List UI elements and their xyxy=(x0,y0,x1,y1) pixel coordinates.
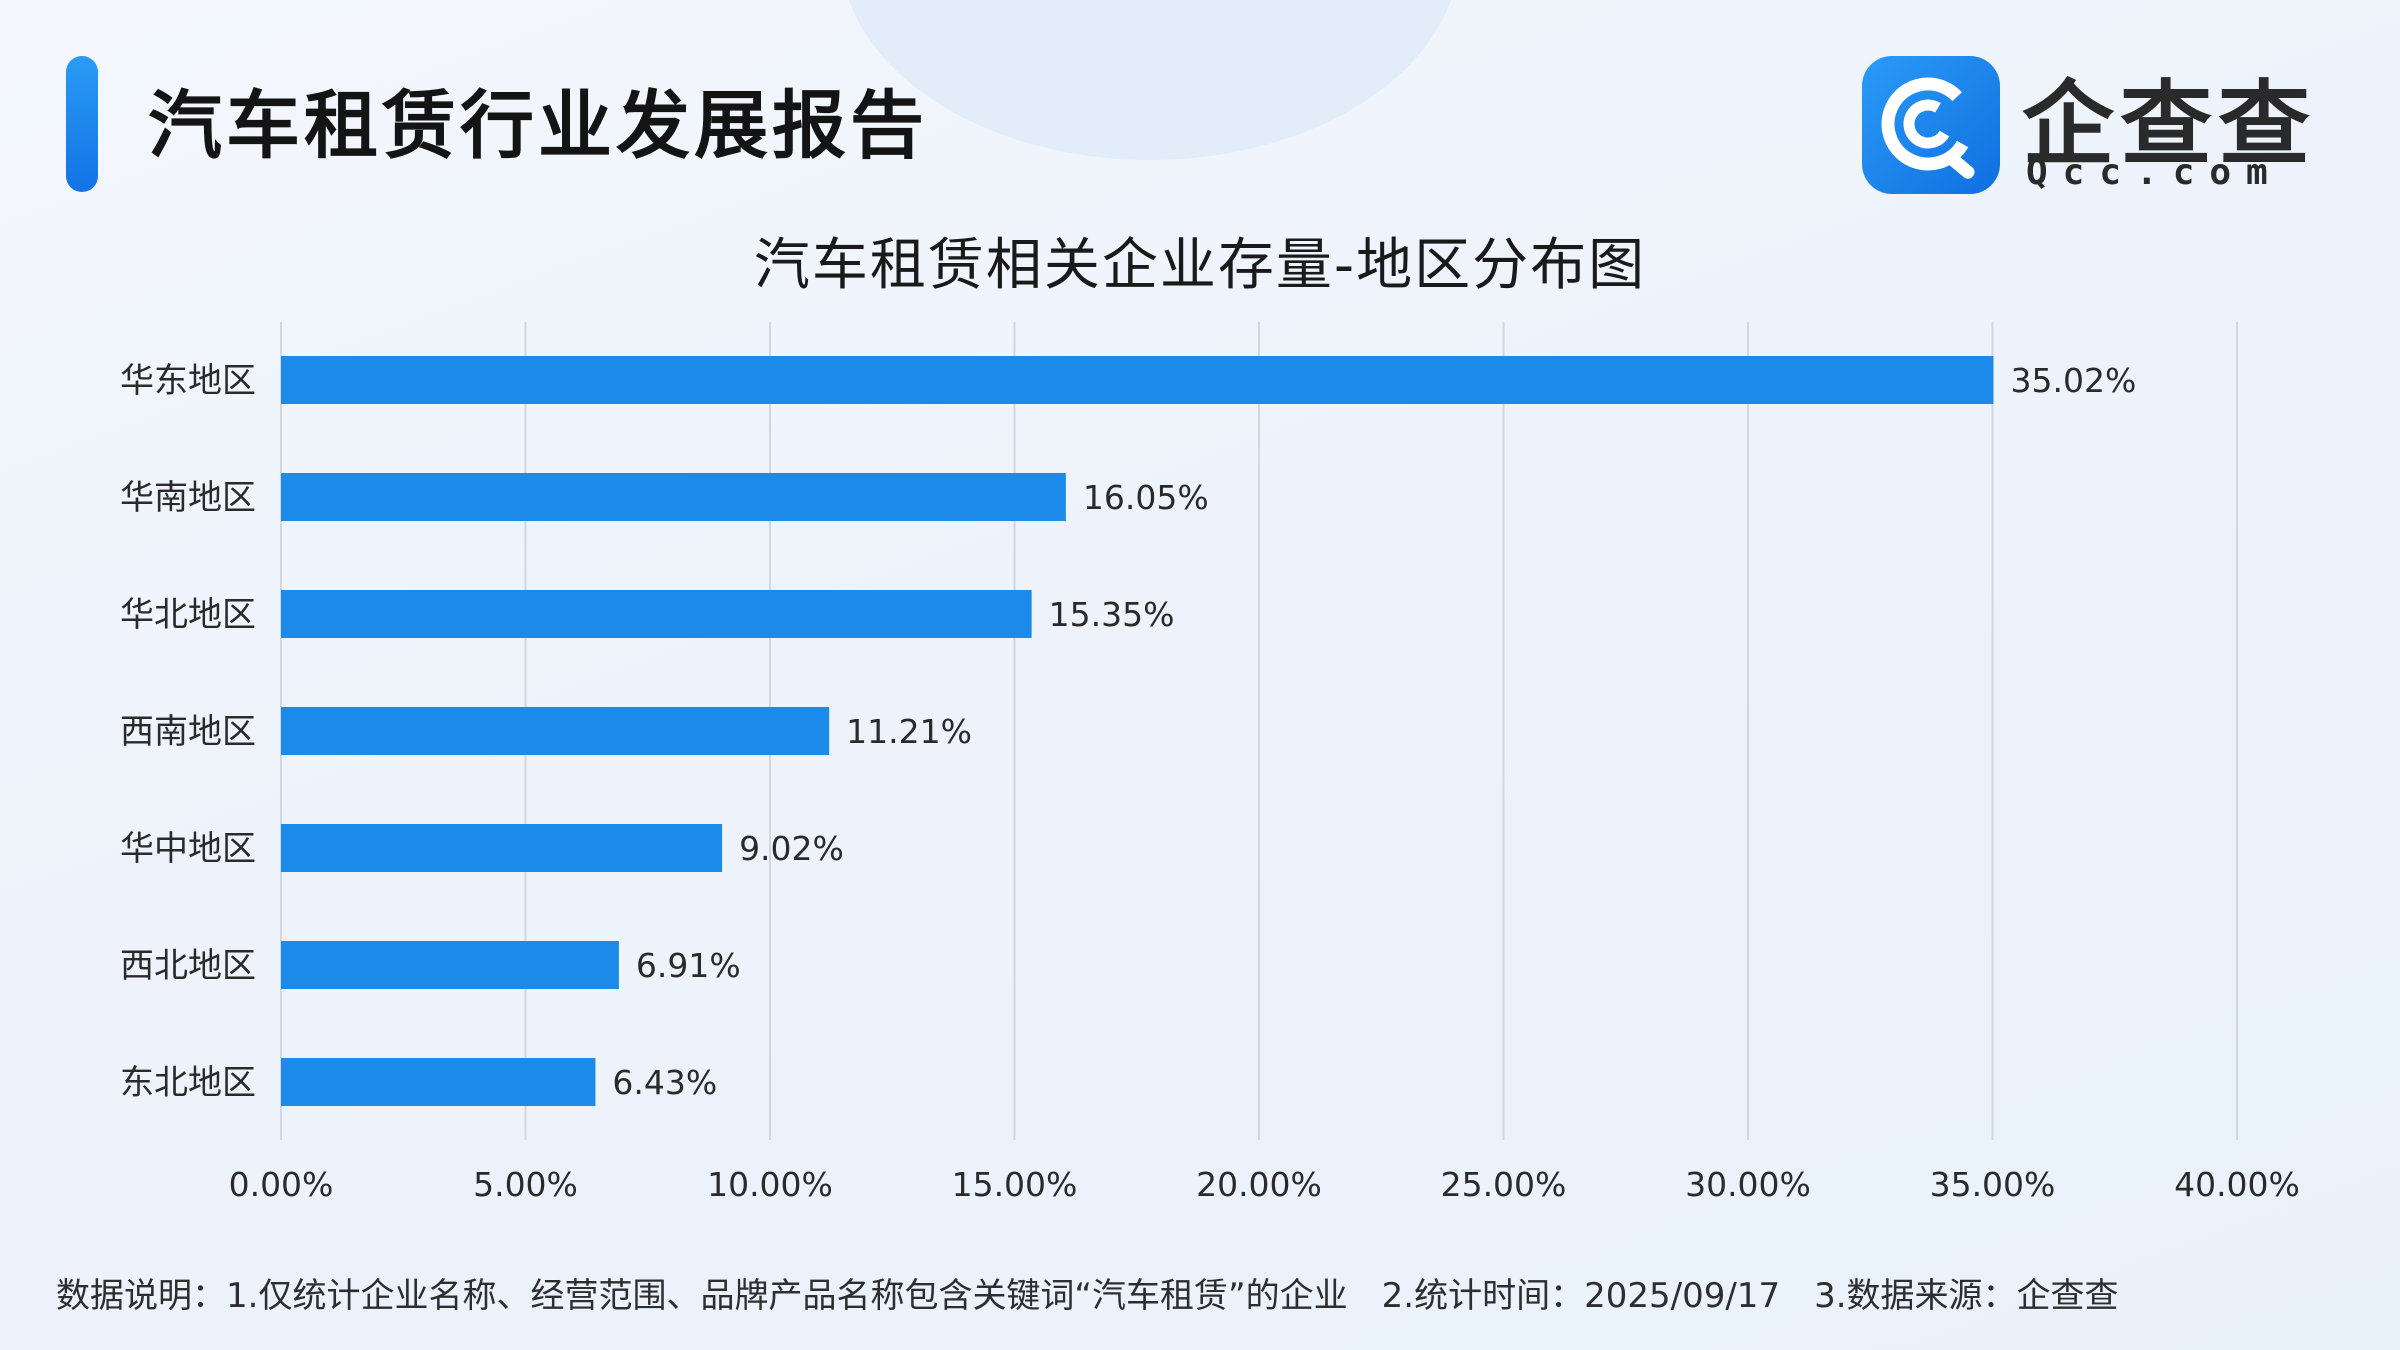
bar xyxy=(281,356,1994,404)
footnote-description: 数据说明：1.仅统计企业名称、经营范围、品牌产品名称包含关键词“汽车租赁”的企业 xyxy=(56,1276,1348,1316)
x-tick-label: 20.00% xyxy=(1196,1165,1322,1204)
bar xyxy=(281,473,1066,521)
data-label: 35.02% xyxy=(2010,361,2136,400)
x-tick-label: 0.00% xyxy=(229,1165,334,1204)
footnote: 数据说明：1.仅统计企业名称、经营范围、品牌产品名称包含关键词“汽车租赁”的企业… xyxy=(56,1268,2153,1317)
data-label: 9.02% xyxy=(739,829,844,868)
category-label: 西北地区 xyxy=(120,946,256,986)
qcc-logo: 企查查 Qcc.com xyxy=(1862,56,2322,196)
data-label: 15.35% xyxy=(1049,595,1175,634)
bar xyxy=(281,824,723,872)
bar xyxy=(281,941,619,989)
bar xyxy=(281,590,1032,638)
bar-chart: 0.00% 5.00% 10.00% 15.00% 20.00% 25.00% 30.00%… xyxy=(120,322,2300,1204)
category-label: 华中地区 xyxy=(120,829,256,869)
footnote-source: 3.数据来源：企查查 xyxy=(1814,1276,2119,1316)
category-label: 华南地区 xyxy=(120,478,256,518)
x-tick-label: 35.00% xyxy=(1930,1165,2056,1204)
data-label: 6.43% xyxy=(612,1063,717,1102)
report-title: 汽车租赁行业发展报告 xyxy=(148,83,928,169)
category-label: 西南地区 xyxy=(120,712,256,752)
x-tick-label: 10.00% xyxy=(707,1165,833,1204)
logo-domain: Qcc.com xyxy=(2026,152,2283,193)
bar xyxy=(281,707,830,755)
x-tick-label: 25.00% xyxy=(1441,1165,1567,1204)
category-label: 华北地区 xyxy=(120,595,256,635)
data-label: 11.21% xyxy=(846,712,972,751)
category-label: 华东地区 xyxy=(120,361,256,401)
data-label: 16.05% xyxy=(1083,478,1209,517)
x-tick-label: 5.00% xyxy=(473,1165,578,1204)
footnote-stat-time: 2.统计时间：2025/09/17 xyxy=(1381,1276,1781,1316)
x-tick-label: 40.00% xyxy=(2174,1165,2300,1204)
bar xyxy=(281,1058,596,1106)
x-tick-label: 15.00% xyxy=(952,1165,1078,1204)
chart-title: 汽车租赁相关企业存量-地区分布图 xyxy=(753,233,1647,298)
logo-name: 企查查 xyxy=(2022,71,2317,178)
title-accent-bar xyxy=(66,56,98,192)
data-label: 6.91% xyxy=(636,946,741,985)
category-label: 东北地区 xyxy=(120,1063,256,1103)
qcc-logo-icon xyxy=(1862,56,2000,194)
x-tick-label: 30.00% xyxy=(1685,1165,1811,1204)
